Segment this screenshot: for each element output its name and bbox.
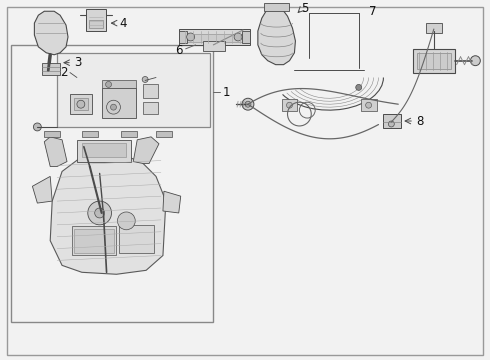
Circle shape	[118, 212, 135, 230]
Bar	[74, 98, 88, 110]
Bar	[101, 88, 136, 118]
Bar	[264, 3, 290, 11]
Bar	[122, 131, 137, 137]
Bar	[384, 114, 401, 128]
Bar	[82, 131, 98, 137]
Circle shape	[470, 56, 480, 66]
Circle shape	[287, 102, 293, 108]
Circle shape	[356, 85, 362, 90]
Polygon shape	[44, 137, 67, 166]
Bar	[101, 81, 136, 88]
Bar	[203, 41, 225, 51]
Text: 8: 8	[416, 114, 423, 127]
Polygon shape	[50, 152, 166, 274]
Text: 7: 7	[368, 5, 376, 18]
Bar	[181, 34, 248, 42]
Bar	[242, 31, 250, 43]
Bar	[89, 20, 102, 28]
Bar	[44, 131, 60, 137]
Text: 6: 6	[175, 44, 182, 57]
Polygon shape	[258, 8, 295, 65]
Bar	[361, 99, 376, 111]
Polygon shape	[133, 137, 159, 163]
Circle shape	[105, 81, 112, 87]
Bar	[143, 102, 158, 114]
Circle shape	[111, 104, 117, 110]
Circle shape	[88, 201, 112, 225]
Bar	[11, 45, 213, 322]
Circle shape	[142, 77, 148, 82]
Polygon shape	[34, 11, 68, 55]
Bar	[42, 63, 60, 75]
Bar	[74, 229, 115, 252]
Bar	[120, 225, 154, 252]
Bar	[179, 31, 187, 43]
Text: 3: 3	[74, 56, 81, 69]
Bar	[413, 49, 455, 73]
Bar	[417, 53, 451, 69]
Bar	[86, 9, 105, 31]
Bar	[82, 143, 126, 157]
Circle shape	[234, 33, 242, 41]
Circle shape	[366, 102, 371, 108]
Bar	[143, 85, 158, 98]
Bar	[426, 23, 442, 33]
Circle shape	[245, 101, 251, 107]
Circle shape	[389, 121, 394, 127]
Bar	[70, 94, 92, 114]
Text: 5: 5	[301, 2, 309, 15]
Text: 1: 1	[222, 86, 230, 99]
Polygon shape	[163, 191, 181, 213]
Circle shape	[95, 208, 104, 218]
Circle shape	[106, 100, 121, 114]
Bar	[179, 29, 250, 45]
Circle shape	[33, 123, 41, 131]
Text: 2: 2	[60, 66, 68, 79]
Bar	[57, 53, 210, 127]
Bar	[282, 99, 297, 111]
Bar	[156, 131, 172, 137]
Circle shape	[77, 100, 85, 108]
Text: 4: 4	[120, 17, 127, 30]
Polygon shape	[32, 176, 52, 203]
Bar	[72, 226, 117, 256]
Circle shape	[242, 98, 254, 110]
Bar	[77, 140, 131, 162]
Circle shape	[187, 33, 195, 41]
